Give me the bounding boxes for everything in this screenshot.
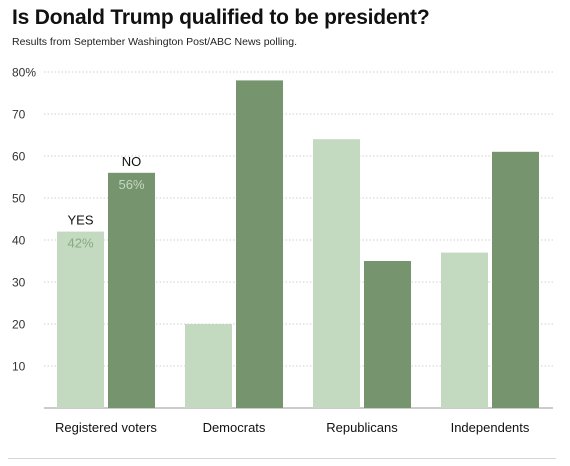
y-tick-label: 20 [12, 318, 26, 332]
y-tick-label: 60 [12, 150, 26, 164]
chart-subtitle: Results from September Washington Post/A… [12, 36, 297, 48]
bar-yes-independents [441, 252, 488, 408]
data-label-yes: 42% [67, 236, 93, 251]
x-tick-label: Democrats [203, 420, 266, 435]
y-tick-labels: 10 20 30 40 50 60 70 80% [12, 66, 36, 374]
y-tick-label: 50 [12, 192, 26, 206]
x-tick-label: Registered voters [55, 420, 157, 435]
bottom-divider [8, 458, 556, 459]
x-tick-label: Republicans [326, 420, 398, 435]
data-label-no: 56% [118, 177, 144, 192]
annotations: YES 42% NO 56% [67, 154, 144, 251]
series-label-no: NO [122, 154, 142, 169]
y-tick-label: 30 [12, 276, 26, 290]
bar-no-independents [492, 151, 539, 409]
y-tick-label: 80% [12, 66, 36, 80]
bar-yes-republicans [313, 139, 360, 408]
bar-no-democrats [236, 80, 283, 409]
y-tick-label: 40 [12, 234, 26, 248]
x-tick-label: Independents [451, 420, 530, 435]
bar-no-republicans [364, 261, 411, 408]
y-tick-label: 70 [12, 108, 26, 122]
x-tick-labels: Registered voters Democrats Republicans Ind… [55, 420, 530, 435]
chart-title: Is Donald Trump qualified to be presiden… [12, 6, 430, 29]
bars [57, 80, 539, 409]
bar-yes-democrats [185, 324, 232, 408]
bar-no-registered-voters [108, 172, 155, 408]
series-label-yes: YES [67, 213, 93, 228]
bar-yes-registered-voters [57, 231, 104, 408]
y-tick-label: 10 [12, 360, 26, 374]
